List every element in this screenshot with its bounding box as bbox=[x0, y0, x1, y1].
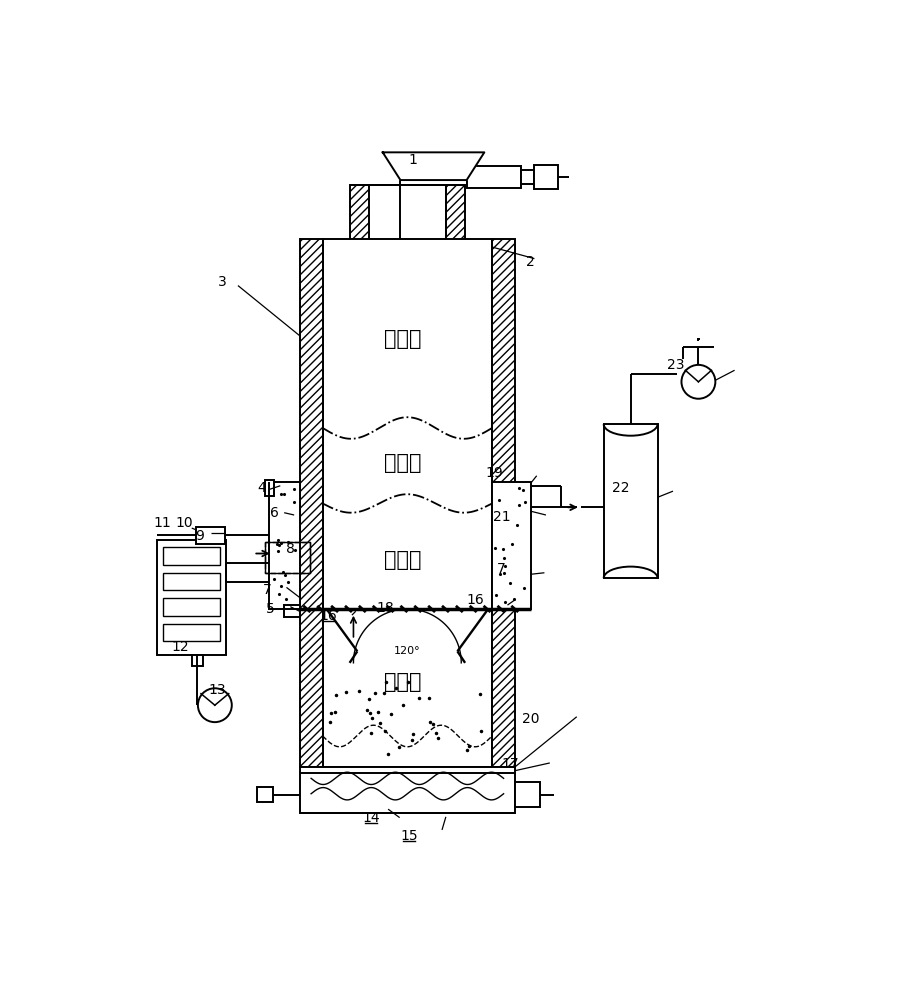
Text: 7: 7 bbox=[497, 562, 506, 576]
Text: 干燥区: 干燥区 bbox=[383, 329, 421, 349]
Text: 120°: 120° bbox=[394, 646, 420, 656]
Text: 6: 6 bbox=[270, 506, 279, 520]
Bar bbox=[604, 424, 658, 578]
Text: 17: 17 bbox=[501, 757, 518, 771]
Text: 5: 5 bbox=[266, 602, 275, 616]
Text: 21: 21 bbox=[492, 510, 510, 524]
Text: 8: 8 bbox=[285, 542, 294, 556]
Text: 20: 20 bbox=[522, 712, 539, 726]
Text: 16: 16 bbox=[466, 593, 484, 607]
Text: 23: 23 bbox=[667, 358, 685, 372]
Bar bbox=[446, 185, 465, 239]
Text: 14: 14 bbox=[363, 811, 380, 825]
Bar bbox=[158, 540, 227, 655]
Text: 16: 16 bbox=[320, 609, 338, 623]
Bar bbox=[192, 655, 202, 666]
Bar bbox=[535, 165, 557, 189]
Text: 22: 22 bbox=[612, 481, 629, 495]
Bar bbox=[300, 767, 515, 813]
Polygon shape bbox=[382, 152, 484, 180]
Text: 13: 13 bbox=[209, 683, 226, 697]
Text: 裂解区: 裂解区 bbox=[383, 453, 421, 473]
Bar bbox=[257, 787, 273, 802]
Bar bbox=[349, 185, 369, 239]
Bar bbox=[466, 166, 520, 188]
Bar bbox=[163, 573, 220, 590]
Bar bbox=[163, 598, 220, 616]
Bar bbox=[300, 239, 323, 767]
Text: 19: 19 bbox=[486, 466, 503, 480]
Text: 18: 18 bbox=[376, 601, 394, 615]
Text: 4: 4 bbox=[257, 481, 266, 495]
Text: 2: 2 bbox=[526, 255, 535, 269]
Text: 1: 1 bbox=[409, 153, 418, 167]
Bar bbox=[265, 480, 274, 496]
Text: 12: 12 bbox=[172, 640, 189, 654]
Bar bbox=[492, 239, 515, 767]
Bar bbox=[163, 624, 220, 641]
Bar bbox=[520, 170, 535, 184]
Bar bbox=[163, 547, 220, 565]
Bar bbox=[265, 542, 310, 573]
Bar bbox=[492, 482, 530, 609]
Text: 燃烧区: 燃烧区 bbox=[383, 550, 421, 570]
Bar bbox=[265, 542, 310, 573]
Bar bbox=[195, 527, 225, 544]
Text: 9: 9 bbox=[195, 529, 203, 543]
Text: 灰渣室: 灰渣室 bbox=[383, 672, 421, 692]
Text: 11: 11 bbox=[153, 516, 171, 530]
Text: 7: 7 bbox=[263, 583, 272, 597]
Bar bbox=[515, 782, 540, 807]
Text: 3: 3 bbox=[218, 275, 227, 289]
Text: 15: 15 bbox=[400, 829, 418, 843]
Bar bbox=[269, 482, 300, 609]
Text: 10: 10 bbox=[176, 516, 193, 530]
